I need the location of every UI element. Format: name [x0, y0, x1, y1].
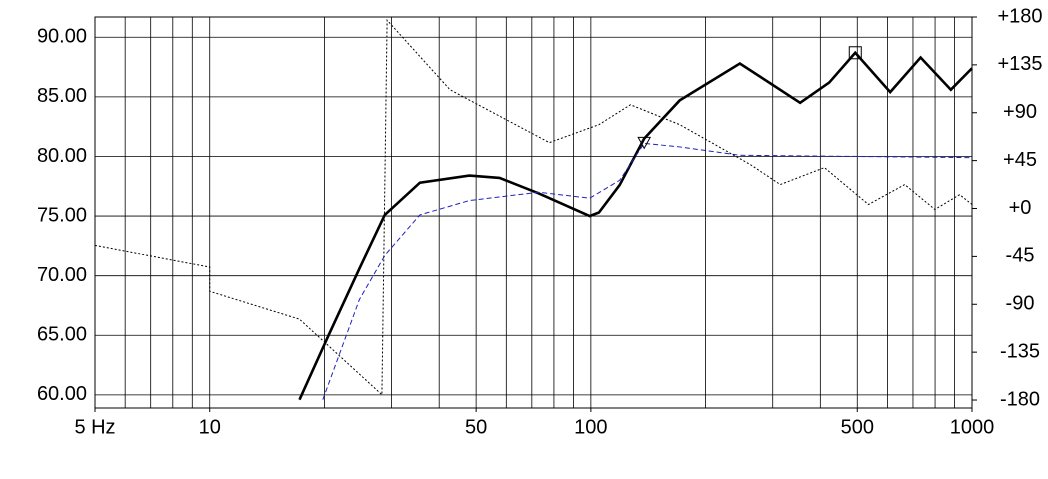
x-tick-label: 5 Hz — [74, 416, 115, 438]
x-tick-label: 500 — [841, 416, 874, 438]
y2-tick-label: +180 — [997, 5, 1042, 27]
y-tick-label: 65.00 — [37, 324, 87, 346]
x-tick-label: 1000 — [950, 416, 995, 438]
series-line — [322, 142, 973, 400]
y2-tick-label: -90 — [1006, 293, 1035, 315]
x-tick-label: 50 — [465, 416, 487, 438]
y-tick-label: 90.00 — [37, 26, 87, 48]
marker — [848, 46, 862, 60]
y-tick-label: 75.00 — [37, 204, 87, 226]
y2-tick-label: -135 — [1000, 340, 1040, 362]
y2-tick-label: +135 — [997, 53, 1042, 75]
y-tick-label: 80.00 — [37, 145, 87, 167]
x-tick-label: 100 — [574, 416, 607, 438]
y2-tick-label: +90 — [1003, 101, 1037, 123]
plot-area — [94, 16, 973, 409]
x-tick-label: 10 — [199, 416, 221, 438]
series-line — [94, 18, 973, 396]
y2-tick-label: +0 — [1009, 197, 1032, 219]
y-tick-label: 60.00 — [37, 383, 87, 405]
y2-tick-label: +45 — [1003, 149, 1037, 171]
series-line — [298, 50, 973, 401]
y2-tick-label: -180 — [1000, 388, 1040, 410]
y-tick-label: 85.00 — [37, 85, 87, 107]
marker — [637, 136, 652, 150]
y-tick-label: 70.00 — [37, 264, 87, 286]
y2-tick-label: -45 — [1006, 245, 1035, 267]
